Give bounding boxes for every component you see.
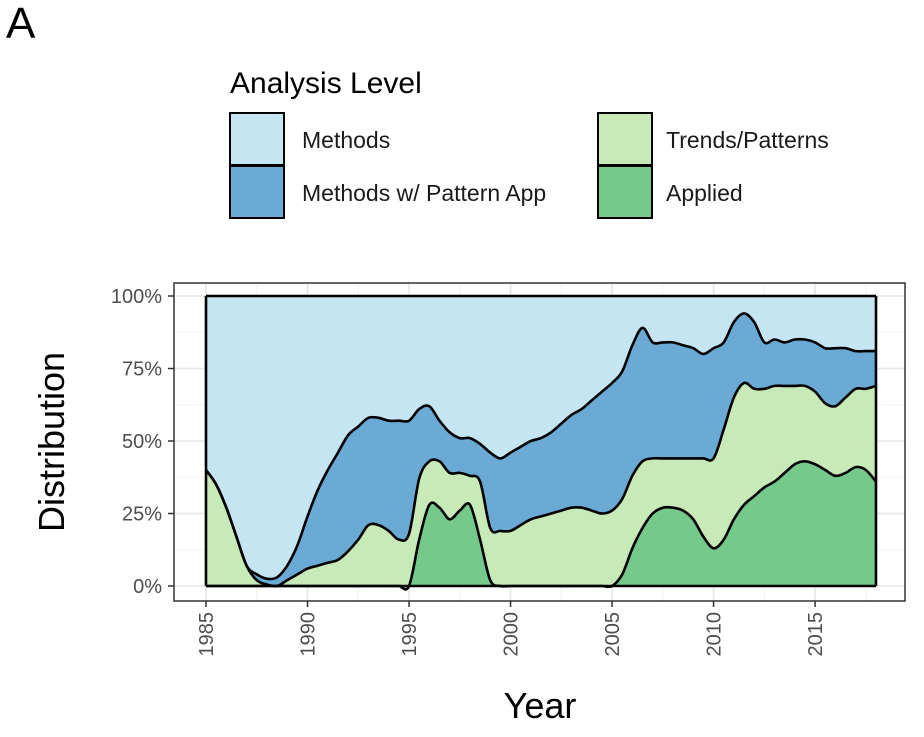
x-axis-title: Year: [504, 685, 577, 726]
area-trends-patterns: [206, 382, 876, 590]
y-tick-label: 0%: [133, 576, 162, 598]
legend-label-methods: Methods: [302, 127, 390, 153]
legend-swatch-trends-patterns: [597, 112, 653, 166]
x-tick-label: 2015: [805, 612, 827, 657]
legend-label-applied: Applied: [666, 180, 743, 206]
x-axis: 1985 1990 1995 2000 2005 2010 2015: [196, 601, 827, 657]
legend-swatch-applied: [597, 165, 653, 219]
y-axis-title: Distribution: [31, 352, 72, 532]
x-tick-label: 1990: [298, 612, 320, 657]
plot-border: [173, 282, 906, 602]
legend: Analysis Level Methods Methods w/ Patter…: [229, 67, 829, 219]
legend-swatch-methods-pattern-app: [229, 165, 285, 219]
y-tick-label: 100%: [111, 286, 162, 308]
legend-label-trends-patterns: Trends/Patterns: [666, 127, 829, 153]
area-outlines: [204, 294, 878, 591]
area-outline-methods-w-pattern-app: [204, 312, 876, 581]
x-tick-label: 2005: [602, 612, 624, 657]
y-tick-label: 75%: [122, 359, 162, 381]
panel-label: A: [6, 0, 36, 48]
x-tick-label: 1995: [399, 612, 421, 657]
y-tick-label: 25%: [122, 504, 162, 526]
area-methods-w-pattern-app: [206, 313, 876, 587]
legend-title: Analysis Level: [230, 67, 422, 100]
x-tick-label: 2000: [501, 612, 523, 657]
y-tick-label: 50%: [122, 431, 162, 453]
legend-swatch-methods: [229, 112, 285, 166]
y-axis: 0% 25% 50% 75% 100%: [111, 286, 174, 598]
x-tick-label: 2010: [704, 612, 726, 657]
area-applied: [206, 461, 876, 590]
area-outline-trends-patterns: [204, 381, 877, 588]
legend-label-methods-pattern-app: Methods w/ Pattern App: [302, 180, 546, 206]
x-tick-label: 1985: [196, 612, 218, 657]
